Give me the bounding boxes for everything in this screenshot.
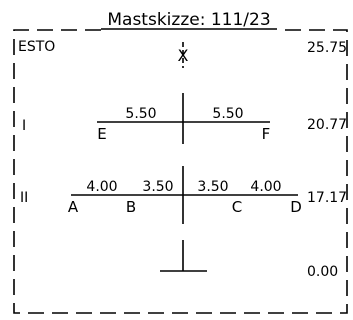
point-F: F [262,125,271,143]
height-ground: 0.00 [307,264,338,280]
level-I-label: I [22,118,26,134]
top-point-label: X [178,46,189,65]
corner-label: ESTO [18,39,55,55]
height-level-II: 17.17 [307,190,347,206]
height-level-I: 20.77 [307,117,347,133]
arm-II-length-2: 3.50 [142,179,173,195]
height-top: 25.75 [307,40,347,56]
point-E: E [97,125,106,143]
arm-II-length-1: 4.00 [86,179,117,195]
point-B: B [126,198,136,216]
arm-II-length-3: 3.50 [197,179,228,195]
point-C: C [232,198,242,216]
frame-border [13,29,348,314]
point-D: D [290,198,302,216]
sketch-title: Mastskizze: 111/23 [107,10,270,30]
arm-I-length-left: 5.50 [125,106,156,122]
arm-II-length-4: 4.00 [250,179,281,195]
level-II-label: II [20,190,28,206]
point-A: A [68,198,79,216]
arm-I-length-right: 5.50 [212,106,243,122]
